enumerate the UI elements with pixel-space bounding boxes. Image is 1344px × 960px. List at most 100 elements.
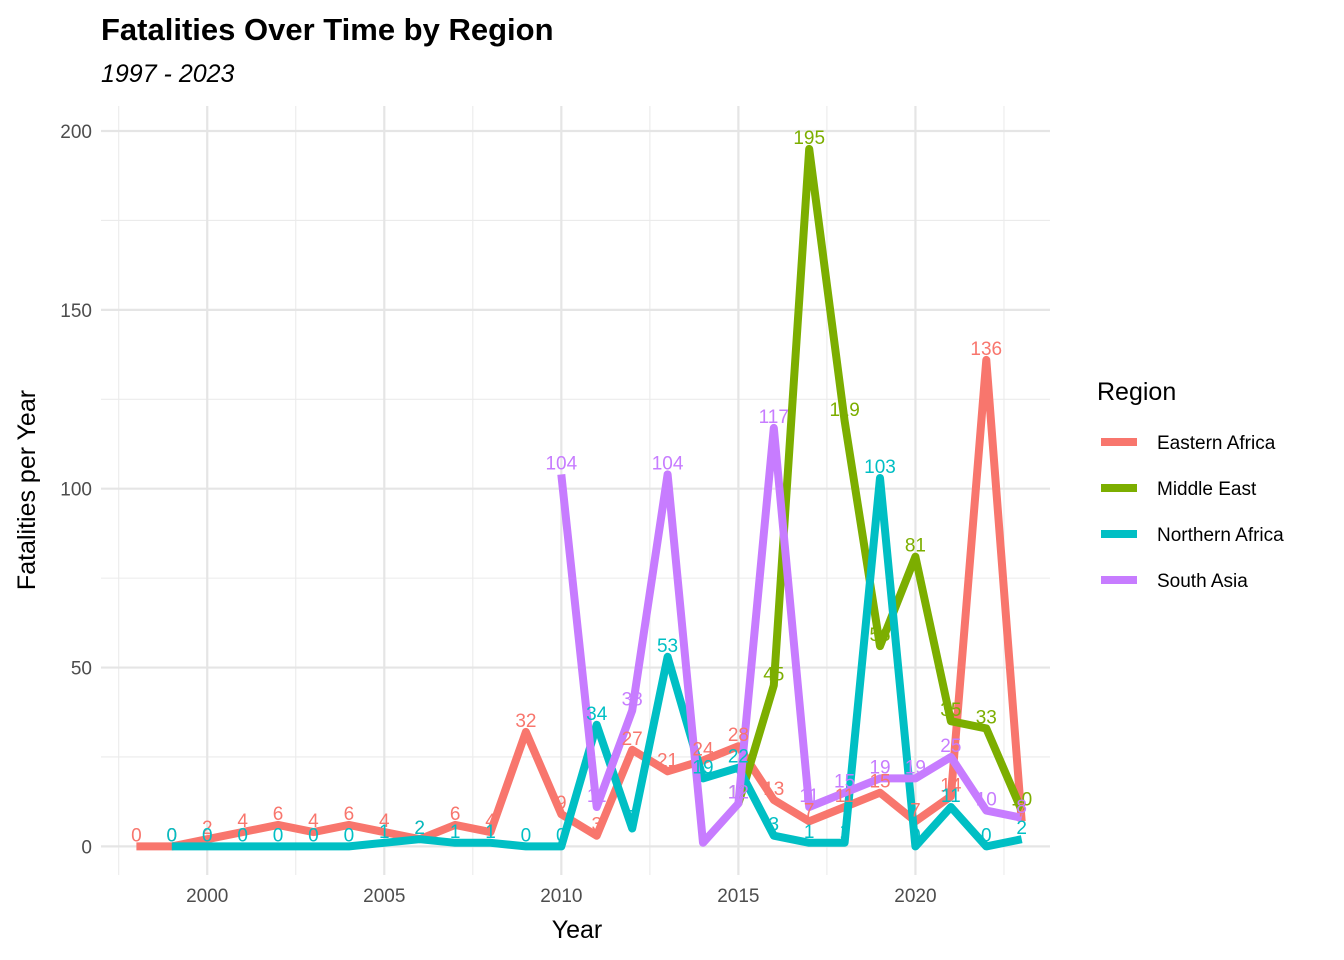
x-tick-label: 2010 bbox=[540, 886, 582, 907]
data-label-eastern-africa: 24 bbox=[692, 740, 714, 761]
data-label-middle-east: 33 bbox=[976, 707, 997, 728]
data-labels: 0 0 2 4 6 4 6 4 26 432932721242813711157141367124… bbox=[131, 128, 1032, 846]
data-label-eastern-africa: 136 bbox=[970, 339, 1002, 360]
data-label-northern-africa: 0 bbox=[237, 825, 248, 846]
legend-title: Region bbox=[1097, 378, 1176, 406]
data-label-northern-africa: 0 bbox=[273, 825, 284, 846]
data-label-northern-africa: 0 bbox=[344, 825, 355, 846]
x-tick-label: 2000 bbox=[186, 886, 228, 907]
data-label-middle-east: 56 bbox=[869, 625, 890, 646]
data-label-eastern-africa: 27 bbox=[622, 729, 643, 750]
data-label-south-asia: 11 bbox=[587, 786, 607, 807]
data-label-eastern-africa: 6 bbox=[344, 804, 355, 825]
data-label-south-asia: 117 bbox=[759, 407, 789, 428]
data-label-eastern-africa: 7 bbox=[804, 800, 815, 821]
data-label-eastern-africa: 2 bbox=[202, 818, 213, 839]
data-label-northern-africa: 22 bbox=[728, 747, 749, 768]
data-label-south-asia: 25 bbox=[940, 736, 961, 757]
data-label-eastern-africa: 11 bbox=[835, 786, 855, 807]
data-label-eastern-africa: 4 bbox=[485, 811, 496, 832]
data-label-eastern-africa: 9 bbox=[556, 793, 567, 814]
legend-item-northern-africa: Northern Africa bbox=[1101, 525, 1284, 546]
data-label-south-asia: 19 bbox=[869, 757, 890, 778]
x-tick-label: 2015 bbox=[717, 886, 759, 907]
x-tick-label: 2005 bbox=[363, 886, 405, 907]
data-label-northern-africa: 3 bbox=[769, 815, 780, 836]
data-label-middle-east: 10 bbox=[1011, 790, 1032, 811]
data-label-northern-africa: 0 bbox=[981, 825, 992, 846]
data-label-northern-africa: 53 bbox=[657, 636, 678, 657]
data-label-northern-africa: 0 bbox=[556, 825, 567, 846]
data-label-south-asia: 10 bbox=[976, 790, 997, 811]
data-label-northern-africa: 0 bbox=[202, 825, 213, 846]
data-label-middle-east: 12 bbox=[728, 782, 749, 803]
data-label-northern-africa: 0 bbox=[910, 825, 921, 846]
data-label-northern-africa: 1 bbox=[804, 822, 815, 843]
data-label-middle-east: 195 bbox=[793, 128, 825, 149]
y-tick-label: 100 bbox=[60, 480, 92, 501]
data-label-northern-africa: 34 bbox=[586, 704, 608, 725]
data-label-northern-africa: 103 bbox=[864, 457, 896, 478]
data-label-middle-east: 45 bbox=[763, 664, 784, 685]
legend-label-south-asia: South Asia bbox=[1157, 571, 1248, 592]
chart-subtitle: 1997 - 2023 bbox=[101, 60, 235, 88]
y-tick-label: 200 bbox=[60, 122, 92, 143]
data-label-middle-east: 35 bbox=[940, 700, 961, 721]
data-label-eastern-africa: 6 bbox=[273, 804, 284, 825]
data-label-northern-africa: 5 bbox=[627, 808, 638, 829]
series-line-south-asia bbox=[557, 423, 1023, 847]
y-tick-label: 0 bbox=[81, 837, 92, 858]
data-label-south-asia: 11 bbox=[799, 786, 819, 807]
data-label-northern-africa: 19 bbox=[692, 757, 713, 778]
legend-item-eastern-africa: Eastern Africa bbox=[1101, 433, 1276, 454]
y-axis-title: Fatalities per Year bbox=[13, 390, 41, 590]
data-label-middle-east: 81 bbox=[905, 536, 926, 557]
data-label-northern-africa: 2 bbox=[1016, 818, 1027, 839]
data-label-eastern-africa: 7 bbox=[1016, 800, 1027, 821]
chart-title: Fatalities Over Time by Region bbox=[101, 12, 554, 47]
series-line-northern-africa bbox=[171, 474, 1023, 851]
legend-label-northern-africa: Northern Africa bbox=[1157, 525, 1284, 546]
data-label-northern-africa: 11 bbox=[941, 786, 961, 807]
data-label-south-asia: 19 bbox=[905, 757, 926, 778]
data-label-northern-africa: 1 bbox=[379, 822, 390, 843]
data-label-eastern-africa: 14 bbox=[940, 775, 962, 796]
series-line-eastern-africa bbox=[136, 355, 1026, 851]
data-label-eastern-africa: 3 bbox=[591, 815, 602, 836]
data-label-northern-africa: 2 bbox=[414, 818, 425, 839]
data-label-eastern-africa: 15 bbox=[869, 772, 890, 793]
y-tick-label: 150 bbox=[60, 301, 92, 322]
data-label-northern-africa: 0 bbox=[308, 825, 319, 846]
x-axis-title: Year bbox=[552, 916, 603, 944]
data-label-south-asia: 104 bbox=[652, 453, 684, 474]
legend-label-middle-east: Middle East bbox=[1157, 479, 1257, 500]
data-label-south-asia: 8 bbox=[1016, 797, 1027, 818]
data-label-eastern-africa: 21 bbox=[657, 750, 678, 771]
data-label-middle-east: 119 bbox=[829, 400, 859, 421]
x-tick-label: 2020 bbox=[894, 886, 936, 907]
data-label-eastern-africa: 4 bbox=[379, 811, 390, 832]
legend-item-middle-east: Middle East bbox=[1101, 479, 1257, 500]
legend: Region Eastern Africa Middle East Northern… bbox=[1097, 378, 1284, 592]
data-label-eastern-africa: 0 bbox=[131, 825, 142, 846]
data-label-eastern-africa: 13 bbox=[763, 779, 784, 800]
data-label-eastern-africa: 32 bbox=[515, 711, 536, 732]
data-label-eastern-africa: 0 bbox=[167, 825, 178, 846]
data-label-south-asia: 38 bbox=[622, 689, 643, 710]
data-label-eastern-africa: 7 bbox=[910, 800, 921, 821]
data-label-eastern-africa: 6 bbox=[450, 804, 461, 825]
series-line-middle-east bbox=[734, 144, 1026, 813]
series-lines bbox=[136, 144, 1026, 851]
data-label-northern-africa: 0 bbox=[167, 825, 178, 846]
data-label-northern-africa: 1 bbox=[839, 822, 850, 843]
data-label-eastern-africa: 4 bbox=[308, 811, 319, 832]
data-label-south-asia: 12 bbox=[728, 782, 749, 803]
y-tick-label: 50 bbox=[71, 659, 92, 680]
data-label-northern-africa: 1 bbox=[450, 822, 461, 843]
data-label-south-asia: 1 bbox=[698, 822, 709, 843]
legend-item-south-asia: South Asia bbox=[1101, 571, 1248, 592]
legend-label-eastern-africa: Eastern Africa bbox=[1157, 433, 1276, 454]
data-label-south-asia: 15 bbox=[834, 772, 855, 793]
